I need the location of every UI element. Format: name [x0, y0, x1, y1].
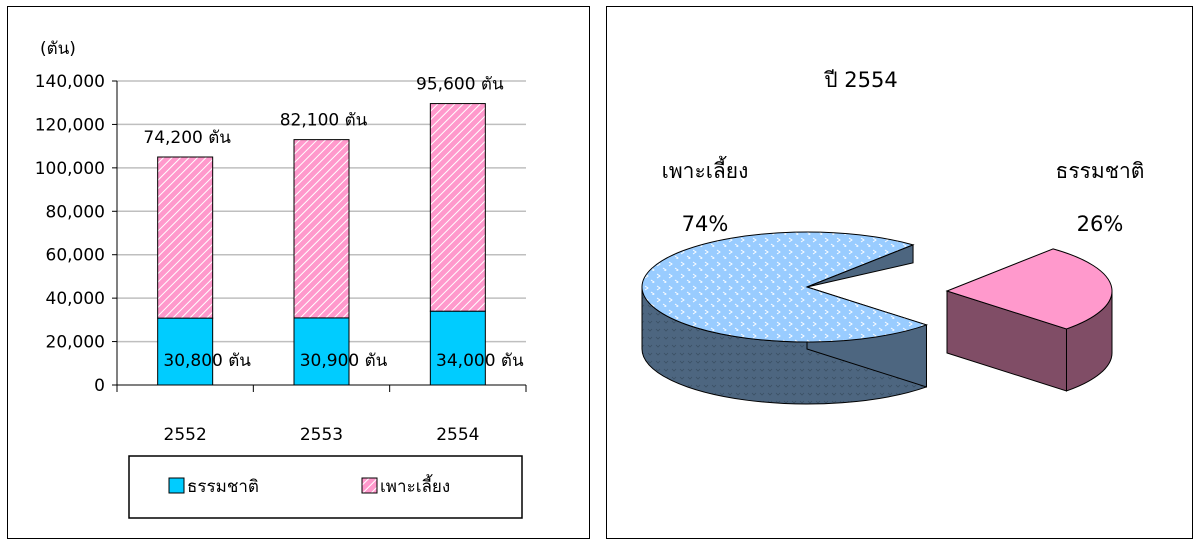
y-tick-label: 80,000: [46, 202, 105, 222]
y-tick-label: 40,000: [46, 289, 105, 309]
x-tick-label: 2553: [300, 425, 343, 445]
legend-swatch: [169, 478, 184, 493]
data-label-cultured: 95,600 ตัน: [416, 75, 504, 95]
pie-slice-pct-cultured: 74%: [682, 212, 729, 236]
y-tick-label: 120,000: [35, 115, 105, 135]
y-tick-label: 100,000: [35, 159, 105, 179]
data-label-natural: 30,800 ตัน: [163, 351, 251, 371]
y-tick-label: 0: [94, 376, 105, 396]
legend-swatch: [362, 478, 377, 493]
data-label-cultured: 82,100 ตัน: [280, 111, 368, 131]
pie-slice-name-natural: ธรรมชาติ: [1056, 159, 1145, 183]
pie-slice-name-cultured: เพาะเลี้ยง: [662, 156, 749, 183]
bar-cultured: [294, 140, 349, 318]
data-label-natural: 30,900 ตัน: [300, 351, 388, 371]
bar-cultured: [430, 104, 485, 312]
y-unit-label: (ตัน): [40, 39, 76, 59]
bar-natural: [430, 311, 485, 385]
pie-chart-3d: ปี 2554 เพาะเลี้ยง 74% ธรรมชาติ 26%: [607, 7, 1194, 540]
bar-chart-panel: 0 20,000 40,000 60,000 80,000 100,000 120,000 1…: [7, 6, 590, 539]
pie-title: ปี 2554: [824, 68, 898, 92]
bar-cultured: [158, 157, 213, 318]
data-label-cultured: 74,200 ตัน: [143, 128, 231, 148]
stacked-bar-chart: 0 20,000 40,000 60,000 80,000 100,000 120,000 1…: [8, 7, 591, 540]
data-label-natural: 34,000 ตัน: [436, 351, 524, 371]
y-tick-label: 60,000: [46, 246, 105, 266]
legend-label: เพาะเลี้ยง: [380, 474, 450, 497]
pie-slice-pct-natural: 26%: [1077, 212, 1124, 236]
y-tick-label: 140,000: [35, 72, 105, 92]
legend-label: ธรรมชาติ: [187, 477, 259, 497]
y-tick-label: 20,000: [46, 333, 105, 353]
x-tick-label: 2552: [164, 425, 207, 445]
x-tick-label: 2554: [436, 425, 479, 445]
pie-chart-panel: ปี 2554 เพาะเลี้ยง 74% ธรรมชาติ 26%: [606, 6, 1193, 539]
legend: ธรรมชาติ เพาะเลี้ยง: [129, 456, 522, 518]
